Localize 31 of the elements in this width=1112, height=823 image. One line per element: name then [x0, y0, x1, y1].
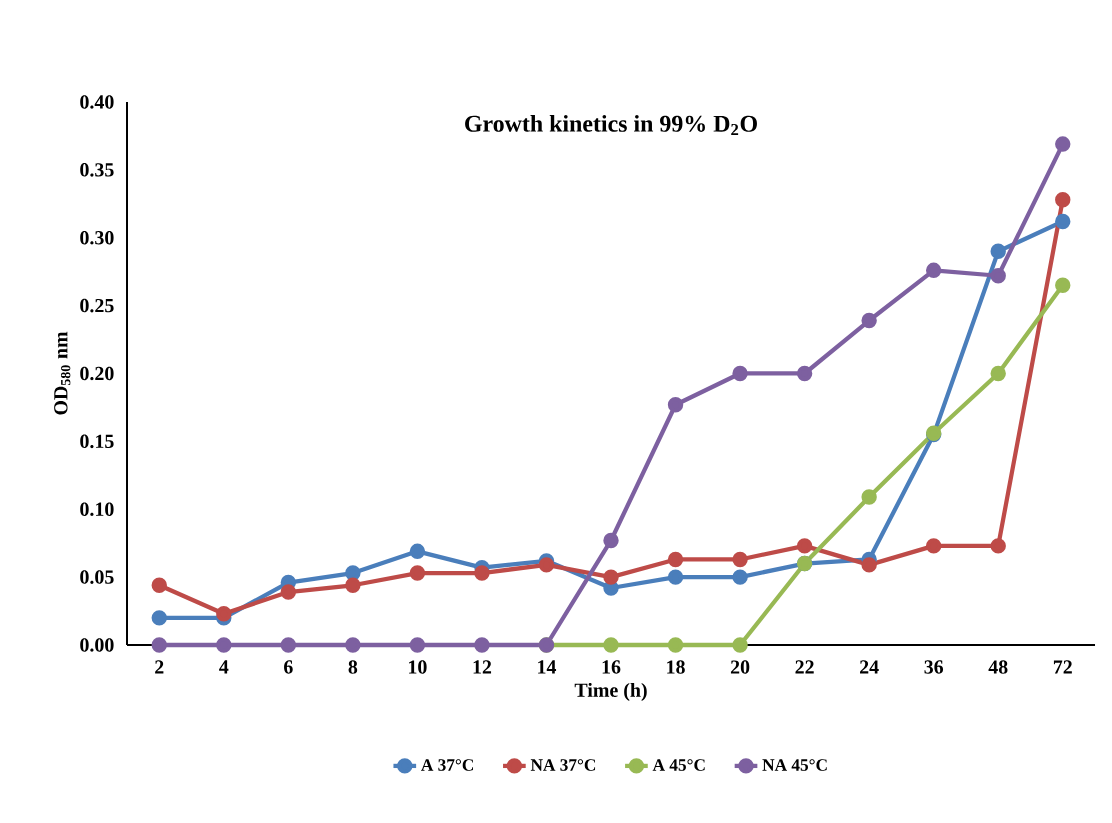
- y-tick-label: 0.20: [80, 366, 114, 381]
- y-tick-label: 0.05: [80, 570, 114, 584]
- x-axis-title: Time (h): [574, 682, 647, 701]
- y-tick-label: 0.00: [80, 638, 114, 652]
- x-tick-label: 36: [924, 660, 944, 674]
- x-tick-label: 24: [860, 660, 879, 674]
- text: OD$_{580}$ nm: [54, 331, 71, 415]
- y-tick-label: 0.10: [80, 502, 114, 517]
- chart-title: Growth kinetics in 99% D$_{2}$O: [465, 114, 757, 136]
- x-tick-label: 48: [988, 660, 1008, 674]
- legend-label: A 37°C: [421, 759, 474, 771]
- legend-label: A 45°C: [652, 759, 705, 771]
- x-tick-label: 16: [602, 660, 621, 674]
- x-tick-label: 22: [795, 660, 814, 674]
- x-tick-label: 4: [219, 660, 229, 674]
- x-tick-label: 6: [284, 660, 293, 674]
- x-tick-label: 12: [473, 660, 492, 674]
- legend-label: NA 45°C: [762, 759, 827, 771]
- y-tick-label: 0.40: [80, 95, 114, 109]
- x-tick-label: 10: [409, 660, 427, 674]
- x-tick-label: 14: [538, 660, 557, 674]
- y-tick-label: 0.15: [80, 434, 114, 449]
- y-tick-label: 0.25: [80, 298, 114, 313]
- x-tick-label: 20: [730, 660, 750, 674]
- x-tick-label: 18: [667, 660, 685, 674]
- y-tick-label: 0.35: [80, 163, 114, 177]
- legend-label: NA 37°C: [530, 759, 596, 771]
- y-tick-label: 0.30: [80, 230, 114, 245]
- x-tick-label: 2: [155, 660, 164, 674]
- x-tick-label: 72: [1053, 660, 1072, 674]
- x-tick-label: 8: [348, 660, 358, 674]
